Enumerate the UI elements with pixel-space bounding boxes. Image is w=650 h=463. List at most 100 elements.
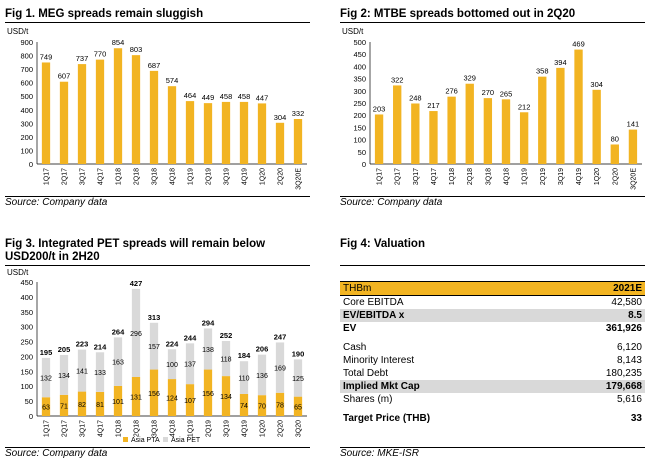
- y-tick-label: 400: [20, 106, 33, 115]
- data-label-pta: 63: [42, 405, 50, 412]
- row-value: 33: [630, 413, 642, 424]
- y-axis-label: USD/t: [342, 27, 364, 36]
- data-label-pet: 132: [40, 376, 52, 383]
- row-label: Total Debt: [343, 368, 389, 379]
- data-label-pta: 82: [78, 402, 86, 409]
- data-label: 248: [409, 93, 422, 102]
- bar: [185, 101, 195, 164]
- y-tick-label: 900: [20, 38, 33, 47]
- fig2-source-rule: [340, 196, 645, 197]
- bar: [447, 96, 456, 164]
- y-tick-label: 500: [20, 92, 33, 101]
- bar: [41, 62, 51, 164]
- x-tick-label: 1Q18: [116, 168, 123, 185]
- bar-asia-pet: [149, 322, 159, 370]
- fig3-source-rule: [5, 447, 310, 448]
- x-tick-label: 2Q17: [62, 420, 69, 437]
- x-tick-label: 2Q18: [467, 168, 474, 185]
- bar: [275, 122, 285, 164]
- y-tick-label: 400: [20, 293, 33, 302]
- x-tick-label: 1Q19: [188, 168, 195, 185]
- fig1-source: Source: Company data: [5, 197, 108, 208]
- data-label-total: 313: [148, 313, 161, 322]
- bar: [167, 86, 177, 164]
- data-label: 203: [373, 104, 386, 113]
- data-label-pet: 296: [130, 331, 142, 338]
- data-label-total: 214: [94, 342, 107, 351]
- x-tick-label: 3Q20E: [296, 168, 303, 190]
- x-tick-label: 4Q17: [98, 168, 105, 185]
- y-tick-label: 0: [29, 412, 33, 421]
- data-label-pta: 65: [294, 404, 302, 411]
- bar: [393, 85, 402, 164]
- data-label-total: 206: [256, 345, 269, 354]
- bar-asia-pet: [95, 352, 105, 392]
- y-tick-label: 600: [20, 79, 33, 88]
- bar: [95, 59, 105, 164]
- x-tick-label: 1Q19: [522, 168, 529, 185]
- y-tick-label: 100: [20, 146, 33, 155]
- data-label: 304: [590, 80, 603, 89]
- data-label-pta: 74: [240, 403, 248, 410]
- x-tick-label: 3Q18: [152, 168, 159, 185]
- x-tick-label: 1Q20: [260, 420, 267, 437]
- data-label-pet: 100: [166, 362, 178, 369]
- x-tick-label: 3Q17: [80, 168, 87, 185]
- x-tick-label: 3Q17: [413, 168, 420, 185]
- data-label-total: 190: [292, 349, 305, 358]
- bar: [59, 81, 69, 164]
- y-tick-label: 200: [20, 133, 33, 142]
- x-tick-label: 3Q19: [224, 168, 231, 185]
- data-label: 458: [238, 92, 251, 101]
- x-tick-label: 2Q19: [206, 168, 213, 185]
- data-label: 329: [463, 74, 476, 83]
- row-value: 361,926: [605, 323, 642, 334]
- bar-asia-pet: [239, 361, 249, 394]
- data-label: 332: [292, 109, 305, 118]
- x-tick-label: 3Q20: [296, 420, 303, 437]
- data-label-pta: 134: [220, 394, 232, 401]
- row-label: Target Price (THB): [343, 413, 431, 424]
- row-value: 8,143: [616, 355, 642, 366]
- x-tick-label: 3Q18: [152, 420, 159, 437]
- bar: [465, 83, 474, 164]
- bar-asia-pta: [293, 396, 303, 416]
- data-label-pet: 141: [76, 369, 88, 376]
- valuation-row: Target Price (THB) 33: [340, 412, 645, 425]
- x-tick-label: 1Q19: [188, 420, 195, 437]
- x-tick-label: 3Q19: [558, 168, 565, 185]
- bar-asia-pta: [257, 395, 267, 416]
- bar-asia-pet: [59, 354, 69, 395]
- x-tick-label: 2Q20: [612, 168, 619, 185]
- y-tick-label: 300: [20, 119, 33, 128]
- fig1-title: Fig 1. MEG spreads remain sluggish: [5, 8, 204, 20]
- data-label-pta: 81: [96, 402, 104, 409]
- valuation-header-row: THBm 2021E: [340, 281, 645, 296]
- x-tick-label: 2Q19: [206, 420, 213, 437]
- bar: [257, 103, 267, 164]
- valuation-row: EV 361,926: [340, 322, 645, 335]
- x-tick-label: 4Q17: [98, 420, 105, 437]
- x-tick-label: 1Q18: [116, 420, 123, 437]
- data-label: 265: [500, 89, 513, 98]
- x-tick-label: 4Q18: [170, 420, 177, 437]
- data-label-pta: 156: [202, 391, 214, 398]
- data-label-total: 247: [274, 332, 287, 341]
- y-tick-label: 300: [20, 323, 33, 332]
- fig4-title-rule: [340, 265, 645, 266]
- x-tick-label: 2Q18: [134, 168, 141, 185]
- valuation-row: EV/EBITDA x 8.5: [340, 309, 645, 322]
- bar-asia-pet: [167, 349, 177, 380]
- bar: [628, 129, 638, 164]
- data-label: 212: [518, 102, 531, 111]
- row-value: 6,120: [616, 342, 642, 353]
- bar-asia-pta: [239, 393, 249, 416]
- x-tick-label: 4Q18: [504, 168, 511, 185]
- y-tick-label: 0: [29, 160, 33, 169]
- data-label-total: 244: [184, 333, 197, 342]
- data-label-pet: 136: [256, 373, 268, 380]
- fig4-source: Source: MKE-ISR: [340, 448, 419, 459]
- bar: [429, 111, 438, 164]
- y-tick-label: 350: [353, 75, 366, 84]
- data-label-total: 184: [238, 351, 251, 360]
